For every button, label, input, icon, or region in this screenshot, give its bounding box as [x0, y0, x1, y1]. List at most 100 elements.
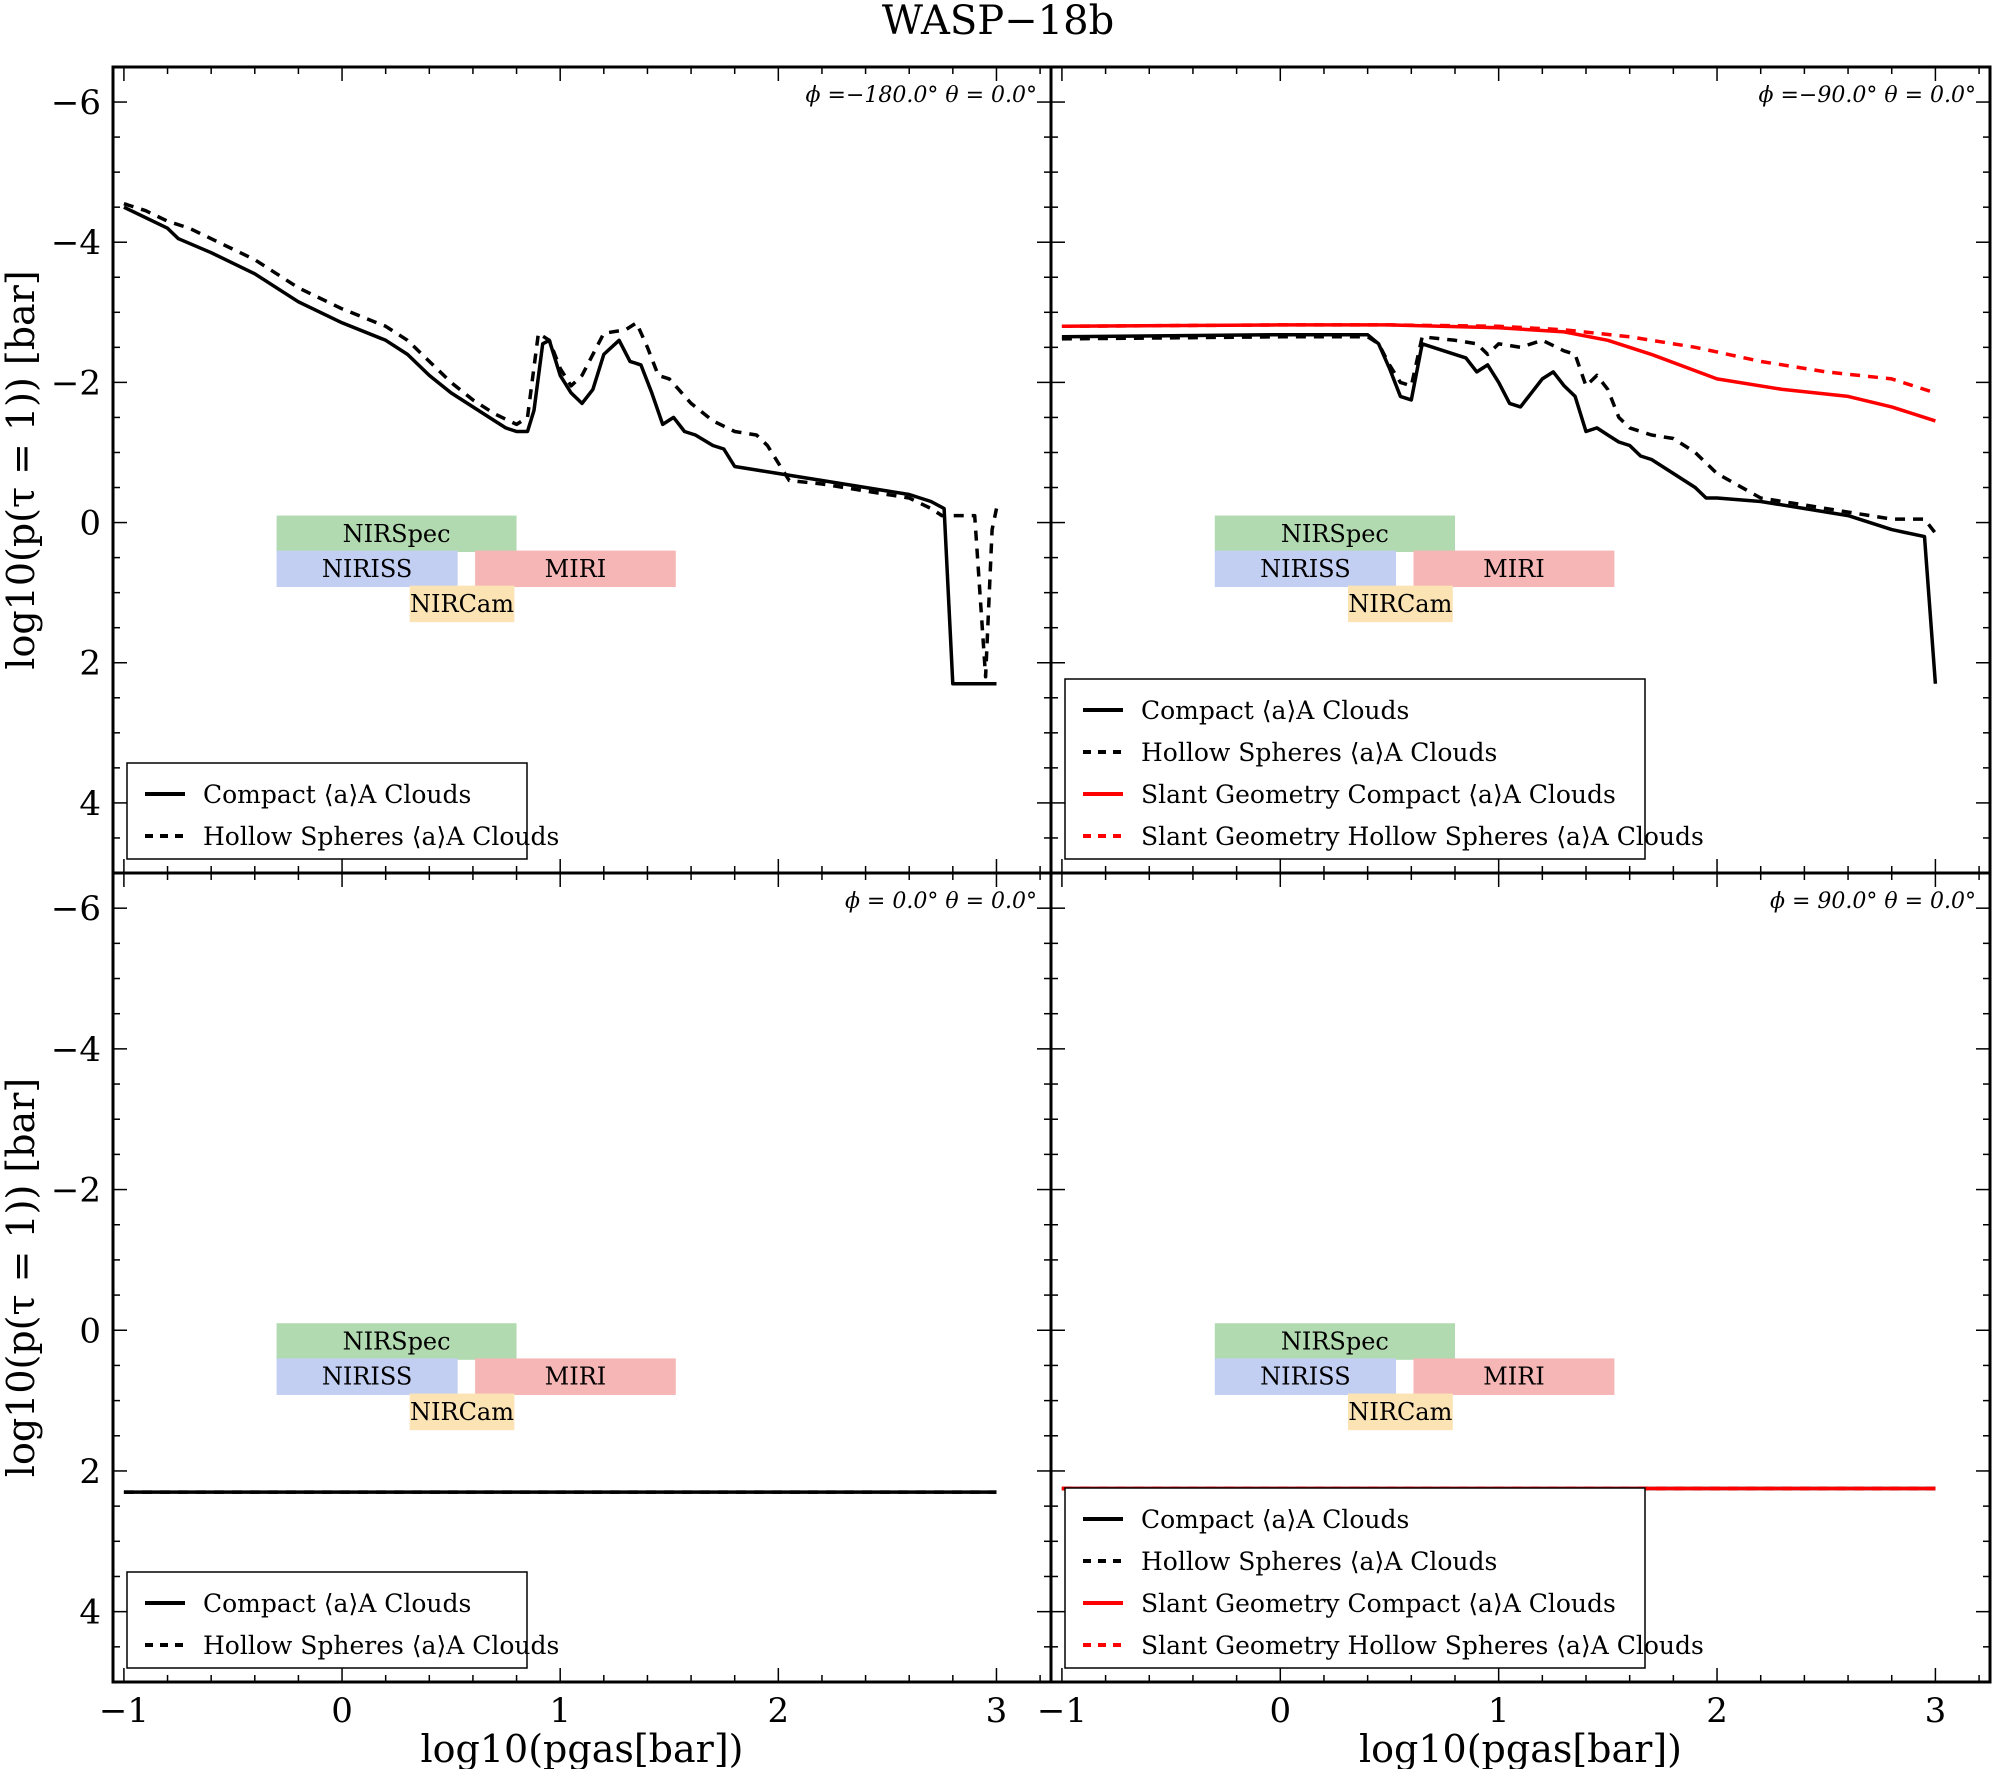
series-group — [1061, 323, 1938, 684]
series-line-1 — [1061, 332, 1938, 684]
y-tick-label: −2 — [51, 363, 101, 403]
y-axis-label: log10(p(τ = 1)) [bar] — [0, 270, 43, 669]
y-tick-label: 2 — [79, 644, 101, 684]
panel-3: NIRSpec NIRISS MIRI NIRCam −6 −4 −2 0 2 4 log10(p(… — [0, 871, 1053, 1769]
panel-frame — [111, 871, 1053, 1684]
tick-marks — [113, 873, 1051, 1683]
y-tick-label: 0 — [79, 1311, 101, 1351]
legend-entry: Hollow Spheres ⟨a⟩A Clouds — [203, 822, 559, 851]
panel-annotation: ϕ =−180.0° θ = 0.0° — [806, 83, 1037, 108]
band-label-miri: MIRI — [545, 1363, 607, 1391]
series-group — [123, 202, 999, 686]
instrument-bands: NIRSpec NIRISS MIRI NIRCam — [1214, 1323, 1615, 1431]
panel-frame — [111, 65, 1053, 875]
x-tick-label: 1 — [549, 1691, 571, 1731]
band-miri — [1413, 1358, 1615, 1395]
tick-marks — [1051, 873, 1990, 1683]
legend: Compact ⟨a⟩A Clouds Hollow Spheres ⟨a⟩A C… — [1064, 678, 1704, 860]
panel-1: NIRSpec NIRISS MIRI NIRCam −6 −4 −2 0 2 4 log10(p(… — [0, 65, 1053, 875]
x-tick-label: 3 — [1925, 1691, 1947, 1731]
band-niriss — [1214, 550, 1397, 588]
x-tick-label: 2 — [768, 1691, 790, 1731]
x-tick-label: 0 — [1269, 1691, 1291, 1731]
legend-entry: Slant Geometry Compact ⟨a⟩A Clouds — [1141, 1589, 1616, 1618]
y-tick-label: −4 — [51, 223, 101, 263]
legend-box — [1064, 678, 1646, 860]
y-axis-label: log10(p(τ = 1)) [bar] — [0, 1078, 43, 1477]
band-label-miri: MIRI — [1483, 1363, 1545, 1391]
x-tick-label: 3 — [986, 1691, 1008, 1731]
band-nircam — [409, 585, 515, 623]
panel-frame — [1049, 871, 1992, 1684]
panel-annotation: ϕ = 0.0° θ = 0.0° — [845, 889, 1037, 914]
band-niriss — [276, 550, 458, 588]
band-nirspec — [276, 515, 517, 553]
x-tick-label: 1 — [1488, 1691, 1510, 1731]
x-axis-label: log10(pgas[bar]) — [1359, 1727, 1682, 1769]
x-tick-label: 0 — [331, 1691, 353, 1731]
band-nirspec — [276, 1323, 517, 1360]
legend: Compact ⟨a⟩A Clouds Hollow Spheres ⟨a⟩A C… — [126, 1571, 559, 1669]
band-label-niriss: NIRISS — [322, 555, 413, 583]
legend-entry: Slant Geometry Hollow Spheres ⟨a⟩A Cloud… — [1141, 822, 1704, 851]
band-label-nircam: NIRCam — [1348, 590, 1452, 618]
instrument-bands: NIRSpec NIRISS MIRI NIRCam — [276, 515, 676, 623]
band-label-nirspec: NIRSpec — [343, 520, 451, 548]
instrument-bands: NIRSpec NIRISS MIRI NIRCam — [276, 1323, 676, 1431]
panel-annotation: ϕ = 90.0° θ = 0.0° — [1770, 889, 1976, 914]
y-tick-label: 2 — [79, 1452, 101, 1492]
band-label-nircam: NIRCam — [410, 590, 514, 618]
band-label-nirspec: NIRSpec — [343, 1328, 451, 1356]
band-miri — [475, 1358, 676, 1395]
band-label-niriss: NIRISS — [1260, 1363, 1351, 1391]
band-label-miri: MIRI — [1483, 555, 1545, 583]
band-nirspec — [1214, 1323, 1455, 1360]
band-miri — [1413, 550, 1615, 588]
band-miri — [475, 550, 676, 588]
y-tick-label: 4 — [79, 784, 101, 824]
legend-entry: Compact ⟨a⟩A Clouds — [1141, 1505, 1409, 1534]
tick-marks — [113, 67, 1051, 874]
band-niriss — [1214, 1358, 1397, 1395]
legend-box — [1064, 1487, 1646, 1669]
x-tick-label: −1 — [1037, 1691, 1087, 1731]
band-niriss — [276, 1358, 458, 1395]
band-nircam — [1347, 585, 1453, 623]
y-tick-label: −2 — [51, 1171, 101, 1211]
legend-entry: Compact ⟨a⟩A Clouds — [1141, 696, 1409, 725]
legend-entry: Slant Geometry Compact ⟨a⟩A Clouds — [1141, 780, 1616, 809]
x-tick-label: −1 — [99, 1691, 149, 1731]
legend-entry: Compact ⟨a⟩A Clouds — [203, 780, 471, 809]
band-label-nirspec: NIRSpec — [1281, 520, 1389, 548]
y-tick-label: −6 — [51, 889, 101, 929]
series-line-4 — [1061, 323, 1936, 395]
y-tick-label: −4 — [51, 1030, 101, 1070]
panels-group: NIRSpec NIRISS MIRI NIRCam −6 −4 −2 0 2 4 log10(p(… — [0, 65, 1992, 1769]
band-label-niriss: NIRISS — [322, 1363, 413, 1391]
legend-entry: Compact ⟨a⟩A Clouds — [203, 1589, 471, 1618]
y-tick-label: −6 — [51, 83, 101, 123]
x-tick-label: 2 — [1706, 1691, 1728, 1731]
band-nircam — [409, 1393, 515, 1431]
y-tick-label: 0 — [79, 504, 101, 544]
legend: Compact ⟨a⟩A Clouds Hollow Spheres ⟨a⟩A C… — [126, 762, 559, 860]
legend-box — [126, 1571, 528, 1669]
legend-entry: Hollow Spheres ⟨a⟩A Clouds — [1141, 1547, 1497, 1576]
panel-annotation: ϕ =−90.0° θ = 0.0° — [1759, 83, 1977, 108]
legend: Compact ⟨a⟩A Clouds Hollow Spheres ⟨a⟩A C… — [1064, 1487, 1704, 1669]
band-label-nircam: NIRCam — [1348, 1398, 1452, 1426]
band-nircam — [1347, 1393, 1453, 1431]
legend-box — [126, 762, 528, 860]
legend-entry: Hollow Spheres ⟨a⟩A Clouds — [1141, 738, 1497, 767]
series-line-1 — [123, 205, 997, 686]
band-label-niriss: NIRISS — [1260, 555, 1351, 583]
y-tick-label: 4 — [79, 1593, 101, 1633]
band-nirspec — [1214, 515, 1455, 553]
legend-entry: Slant Geometry Hollow Spheres ⟨a⟩A Cloud… — [1141, 1631, 1704, 1660]
series-line-2 — [1061, 335, 1937, 535]
band-label-miri: MIRI — [545, 555, 607, 583]
series-line-2 — [123, 202, 999, 679]
legend-entry: Hollow Spheres ⟨a⟩A Clouds — [203, 1631, 559, 1660]
x-axis-label: log10(pgas[bar]) — [421, 1727, 744, 1769]
